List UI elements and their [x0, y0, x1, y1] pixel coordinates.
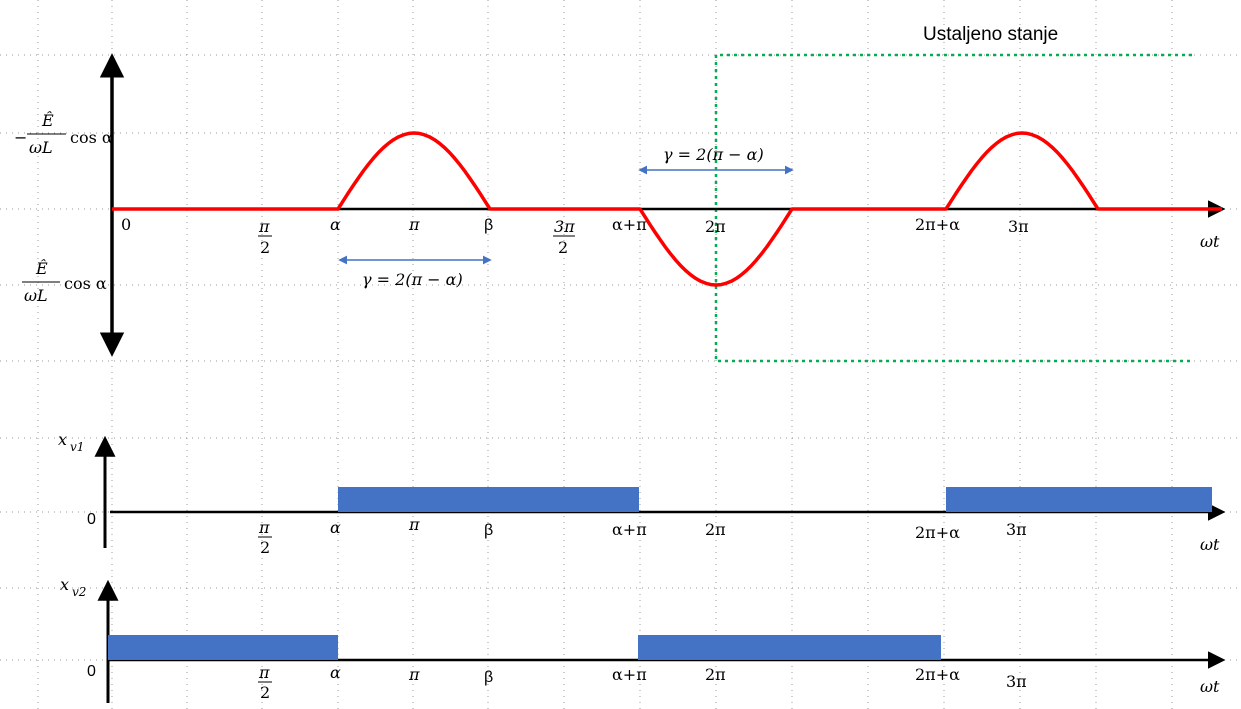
xv2-y-label: x [60, 575, 69, 594]
top-panel: − Ê ωL cos α Ê ωL cos α 0 π 2 α π β 3π 2… [14, 53, 1226, 357]
xv1-pulse-1 [338, 487, 639, 512]
xv2-tick-two-pi: 2π [705, 665, 726, 684]
xv2-tick-half-pi-num: π [258, 663, 270, 682]
xv2-y-label-sub: v2 [72, 585, 86, 599]
xv1-tick-beta: β [484, 522, 493, 539]
tick-two-pi: 2π [705, 217, 726, 236]
y-label-negative: Ê ωL cos α [22, 258, 107, 305]
xv2-tick-two-pi-plus-alpha: 2π+α [915, 665, 960, 684]
xv1-tick-pi: π [408, 515, 420, 534]
xv1-zero: 0 [87, 511, 96, 528]
tick-alpha-plus-pi: α+π [612, 215, 647, 234]
current-waveform [112, 131, 1222, 287]
y-neg-suffix: cos α [64, 274, 107, 293]
xv1-tick-three-pi: 3π [1006, 520, 1027, 539]
gamma-label-2: γ = 2(π − α) [362, 270, 463, 289]
tick-three-half-pi-den: 2 [558, 238, 568, 257]
xv1-panel: x v1 0 π 2 α π β α+π 2π 2π+α 3π ωt [58, 430, 1226, 557]
xv2-tick-alpha-plus-pi: α+π [612, 665, 647, 684]
y-neg-denominator: ωL [24, 286, 48, 305]
y-neg-numerator: Ê [35, 258, 48, 278]
tick-beta: β [484, 217, 493, 234]
xv1-tick-half-pi-num: π [258, 518, 270, 537]
tick-half-pi-num: π [258, 217, 270, 236]
x-axis-label-top: ωt [1200, 232, 1220, 251]
xv1-pulse-2 [946, 487, 1212, 512]
xv2-tick-pi: π [408, 665, 420, 684]
y-label-positive: − Ê ωL cos α [14, 110, 113, 157]
tick-three-pi: 3π [1008, 217, 1029, 236]
tick-alpha: α [330, 215, 341, 234]
xv2-tick-alpha: α [330, 663, 341, 682]
tick-two-pi-plus-alpha: 2π+α [915, 215, 960, 234]
xv2-tick-half-pi-den: 2 [260, 683, 270, 702]
y-pos-denominator: ωL [29, 138, 53, 157]
tick-half-pi-den: 2 [260, 238, 270, 257]
steady-state-region [714, 53, 1192, 363]
y-pos-suffix: cos α [70, 128, 113, 147]
tick-three-half-pi-num: 3π [554, 217, 575, 236]
xv1-y-label: x [58, 430, 67, 449]
xv1-tick-two-pi: 2π [705, 520, 726, 539]
xv2-tick-three-pi: 3π [1006, 672, 1027, 691]
x-axis-label-xv2: ωt [1200, 677, 1220, 696]
tick-pi: π [408, 215, 420, 234]
steady-state-title: Ustaljeno stanje [923, 24, 1058, 45]
xv1-tick-alpha: α [330, 518, 341, 537]
xv2-tick-beta: β [484, 669, 493, 686]
x-axis-label-xv1: ωt [1200, 535, 1220, 554]
gamma-label-1: γ = 2(π − α) [663, 145, 764, 164]
xv2-pulse-2 [638, 635, 941, 660]
xv1-tick-alpha-plus-pi: α+π [612, 520, 647, 539]
y-pos-prefix: − [14, 128, 27, 147]
xv2-panel: x v2 0 π 2 α π β α+π 2π 2π+α 3π ωt [60, 575, 1226, 703]
y-pos-numerator: Ê [41, 110, 54, 130]
tick-zero: 0 [121, 215, 131, 234]
xv1-tick-half-pi-den: 2 [260, 538, 270, 557]
xv1-tick-two-pi-plus-alpha: 2π+α [915, 523, 960, 542]
xv2-zero: 0 [87, 663, 96, 680]
xv1-y-label-sub: v1 [70, 440, 84, 454]
xv2-pulse-1 [108, 635, 338, 660]
